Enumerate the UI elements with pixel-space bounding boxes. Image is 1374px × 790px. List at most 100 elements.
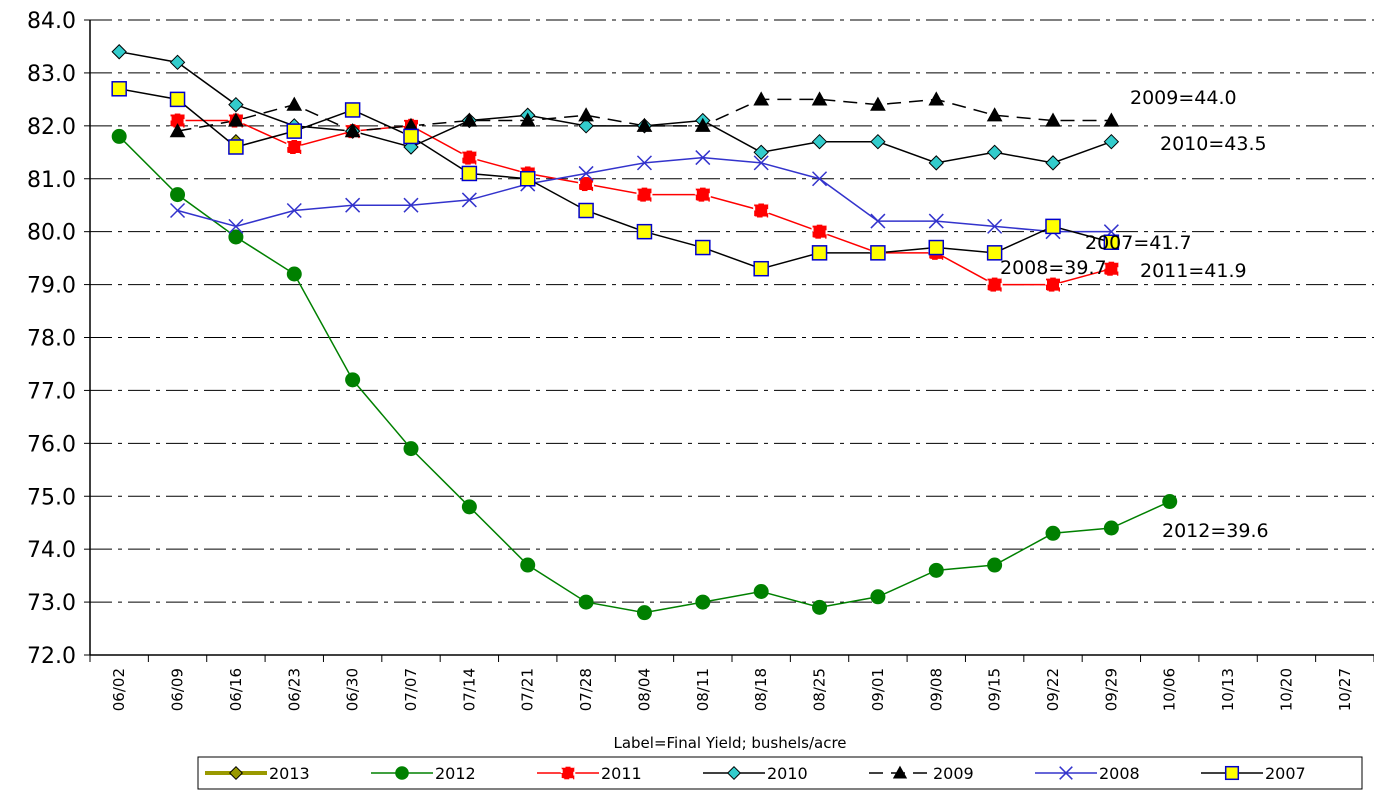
data-point	[345, 372, 361, 388]
data-point	[753, 202, 770, 219]
x-tick-label: 07/21	[519, 668, 537, 711]
data-point	[169, 112, 186, 129]
x-tick-label: 09/15	[986, 668, 1004, 711]
data-point	[228, 96, 244, 113]
legend-marker	[1224, 765, 1240, 781]
legend-label: 2011	[601, 764, 642, 783]
data-point	[695, 594, 711, 610]
data-point	[811, 91, 828, 106]
annotation: 2008=39.7	[1000, 257, 1107, 279]
legend-marker	[892, 765, 908, 779]
data-point	[169, 123, 186, 138]
legend-marker	[726, 765, 742, 781]
x-tick-label: 06/23	[285, 668, 303, 711]
annotation: 2009=44.0	[1130, 87, 1237, 109]
y-tick-label: 83.0	[27, 62, 76, 87]
x-tick-label: 06/16	[227, 668, 245, 711]
data-point	[636, 186, 653, 203]
data-point	[519, 112, 536, 127]
data-point	[636, 117, 653, 132]
data-point	[928, 155, 944, 171]
y-tick-label: 82.0	[27, 115, 76, 140]
legend-label: 2013	[269, 764, 310, 783]
data-point	[228, 139, 244, 155]
data-point	[870, 213, 886, 229]
data-point	[753, 155, 769, 171]
data-point	[695, 239, 711, 256]
data-point	[286, 202, 302, 219]
x-tick-label: 06/02	[110, 668, 128, 711]
data-point	[111, 128, 127, 144]
data-point	[578, 594, 594, 610]
data-point	[344, 123, 361, 138]
x-tick-label: 08/04	[635, 668, 653, 711]
y-tick-label: 78.0	[27, 327, 76, 352]
x-axis-label: Label=Final Yield; bushels/acre	[613, 734, 846, 752]
data-point	[870, 245, 886, 261]
annotation: 2007=41.7	[1085, 232, 1192, 254]
y-tick-label: 84.0	[27, 9, 76, 34]
data-point	[636, 155, 652, 171]
x-tick-label: 09/29	[1102, 668, 1120, 711]
data-point	[286, 96, 303, 111]
legend-label: 2010	[767, 764, 808, 783]
data-point	[170, 187, 186, 203]
data-point	[578, 118, 594, 134]
data-point	[1045, 525, 1061, 541]
data-point	[345, 197, 361, 213]
data-point	[461, 499, 477, 515]
data-point	[928, 213, 944, 229]
legend-label: 2012	[435, 764, 476, 783]
data-point	[986, 107, 1003, 122]
data-point	[1162, 494, 1178, 510]
data-point	[1045, 155, 1061, 171]
data-point	[928, 239, 945, 256]
legend-label: 2007	[1265, 764, 1306, 783]
data-point	[111, 81, 127, 97]
y-tick-label: 80.0	[27, 221, 76, 246]
data-point	[520, 557, 536, 573]
x-tick-label: 10/27	[1336, 668, 1354, 711]
y-tick-label: 74.0	[27, 538, 76, 563]
legend-marker	[560, 765, 576, 781]
data-point	[870, 96, 886, 111]
data-point	[753, 144, 769, 160]
series-line	[177, 119, 1112, 286]
data-point	[228, 218, 244, 234]
x-tick-label: 07/28	[577, 668, 595, 711]
x-tick-label: 08/11	[694, 668, 712, 711]
data-point	[870, 589, 886, 605]
annotation: 2012=39.6	[1162, 520, 1269, 542]
data-point	[1045, 218, 1061, 235]
data-point	[169, 54, 186, 71]
data-point	[228, 112, 244, 127]
data-point	[753, 584, 769, 599]
x-tick-label: 06/30	[344, 668, 362, 711]
data-point	[403, 128, 419, 145]
data-point	[344, 102, 361, 118]
data-point	[1045, 112, 1061, 127]
x-tick-label: 08/25	[811, 668, 829, 711]
data-point	[928, 562, 944, 578]
data-point	[169, 91, 186, 108]
legend-marker	[395, 766, 409, 780]
data-point	[812, 599, 828, 615]
y-tick-label: 81.0	[27, 168, 76, 193]
data-point	[1103, 234, 1120, 250]
x-tick-label: 09/01	[869, 668, 887, 711]
data-point	[753, 260, 769, 277]
data-point	[578, 202, 594, 219]
y-tick-label: 77.0	[27, 379, 76, 404]
data-point	[811, 223, 828, 240]
data-point	[403, 441, 419, 457]
data-point	[636, 605, 652, 621]
data-point	[695, 150, 711, 166]
legend-marker	[1059, 766, 1073, 780]
data-point	[170, 202, 186, 219]
data-point	[986, 144, 1003, 160]
data-point	[1045, 276, 1061, 293]
data-point	[111, 44, 127, 60]
x-tick-label: 10/06	[1161, 668, 1179, 711]
data-point	[578, 165, 594, 181]
